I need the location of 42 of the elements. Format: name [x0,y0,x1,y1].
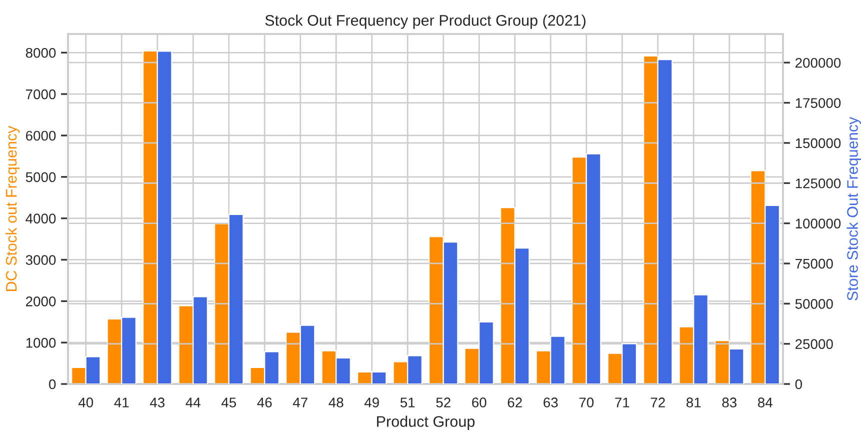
x-tick-label: 51 [400,398,415,408]
y-tick-label: 3000 [26,255,56,265]
y2-tick-label: 175000 [796,98,841,108]
x-tick-label: 49 [364,398,379,408]
x-tick-label: 45 [221,398,236,408]
y-tick-label: 2000 [26,296,56,306]
x-tick-label: 52 [436,398,450,408]
y-tick-label: 6000 [26,130,56,141]
x-axis-title: Product Group [377,416,475,430]
y2-tick-label: 0 [795,379,802,390]
y2-tick-label: 150000 [796,138,841,148]
y-axis-title: DC Stock out Frequency [6,126,20,291]
x-tick-label: 44 [186,398,200,408]
x-tick-label: 81 [686,398,701,408]
x-tick-label: 72 [650,398,665,408]
x-tick-label: 84 [758,398,772,408]
x-tick-label: 62 [508,398,522,408]
y-tick-label: 7000 [26,89,56,100]
x-tick-label: 60 [472,398,486,408]
x-tick-label: 46 [257,398,272,408]
y2-tick-label: 25000 [796,339,833,349]
y2-tick-label: 75000 [796,258,833,269]
x-tick-label: 43 [150,398,164,408]
x-tick-label: 70 [579,398,594,408]
x-tick-label: 47 [292,398,308,408]
x-tick-label: 63 [544,398,558,408]
y2-tick-label: 100000 [796,218,841,228]
y-tick-label: 4000 [26,214,56,224]
y-tick-label: 0 [49,379,56,390]
y2-tick-label: 125000 [796,178,841,188]
x-tick-label: 40 [78,398,94,408]
x-tick-label: 71 [615,398,630,408]
y-tick-label: 8000 [26,48,56,58]
y2-tick-label: 50000 [795,298,833,309]
x-tick-label: 83 [722,398,736,408]
y-tick-label: 5000 [26,172,56,182]
x-tick-label: 48 [328,398,344,408]
y-tick-label: 1000 [26,338,56,348]
y2-tick-label: 200000 [796,58,841,68]
y2-axis-title: Store Stock Out Frequency [846,116,861,300]
chart-title: Stock Out Frequency per Product Group (2021) [265,14,586,29]
x-tick-label: 41 [114,398,129,408]
